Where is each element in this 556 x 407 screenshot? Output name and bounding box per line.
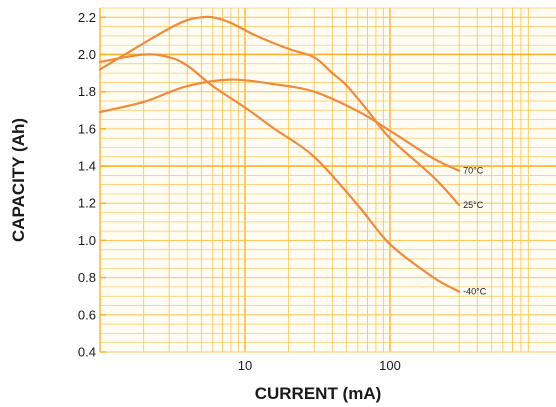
y-tick-label: 1.4 bbox=[78, 159, 96, 174]
y-tick-label: 1.2 bbox=[78, 196, 96, 211]
y-tick-label: 2.0 bbox=[78, 47, 96, 62]
series-lines bbox=[98, 15, 461, 293]
series-label-0: 70°C bbox=[463, 166, 484, 176]
y-tick-label: 1.0 bbox=[78, 233, 96, 248]
series-label-1: 25°C bbox=[463, 200, 484, 210]
x-axis-title: CURRENT (mA) bbox=[255, 384, 382, 403]
y-axis-title: CAPACITY (Ah) bbox=[9, 118, 28, 242]
series-label-2: -40°C bbox=[463, 287, 487, 297]
y-tick-label: 1.6 bbox=[78, 121, 96, 136]
series-labels: 70°C 25°C -40°C bbox=[463, 166, 487, 297]
series-line-2 bbox=[98, 53, 461, 293]
grid-major bbox=[100, 16, 556, 353]
y-tick-label: 0.4 bbox=[78, 345, 96, 360]
series-line-1 bbox=[98, 15, 461, 207]
y-tick-label: 1.8 bbox=[78, 84, 96, 99]
x-tick-labels: 10 100 bbox=[238, 358, 401, 373]
grid-minor bbox=[99, 7, 556, 353]
x-tick-label: 100 bbox=[379, 358, 401, 373]
plot-background bbox=[100, 8, 556, 352]
y-tick-label: 0.8 bbox=[78, 270, 96, 285]
y-tick-label: 0.6 bbox=[78, 307, 96, 322]
x-tick-label: 10 bbox=[238, 358, 252, 373]
y-tick-label: 2.2 bbox=[78, 10, 96, 25]
series-line-0 bbox=[98, 78, 461, 172]
y-tick-labels: 0.4 0.6 0.8 1.0 1.2 1.4 1.6 1.8 2.0 2.2 bbox=[78, 10, 96, 360]
